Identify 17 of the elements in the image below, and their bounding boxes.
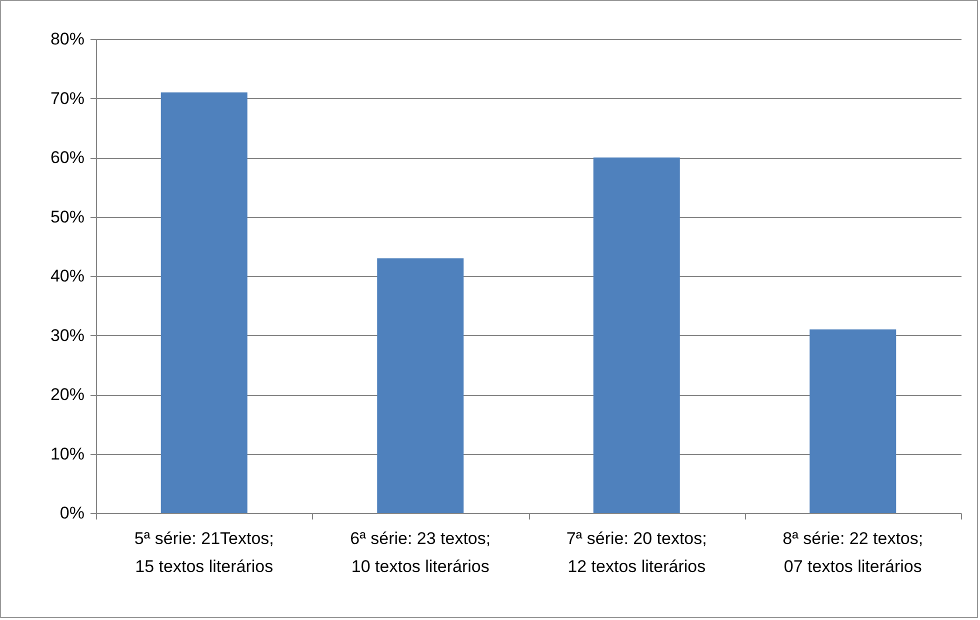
x-tick-label: 8ª série: 22 textos; 07 textos literários [782,529,924,576]
bar [160,92,248,513]
bar [377,258,464,513]
bar [593,158,680,513]
x-tick-label: 6ª série: 23 textos; 10 textos literários [350,529,491,576]
y-tick-label: 10% [50,444,84,464]
bar [810,329,896,513]
y-tick-label: 50% [50,207,84,226]
y-tick-label: 40% [50,266,84,286]
y-tick-label: 0% [60,504,84,522]
x-tick-label: 5ª série: 21Textos; 15 textos literários [134,529,274,576]
y-tick-label: 70% [50,88,84,108]
y-tick-label: 80% [50,30,84,48]
y-tick-label: 30% [50,326,84,345]
y-tick-label: 20% [50,385,84,404]
x-tick-label: 7ª série: 20 textos; 12 textos literários [566,529,707,576]
y-tick-label: 60% [50,148,84,167]
